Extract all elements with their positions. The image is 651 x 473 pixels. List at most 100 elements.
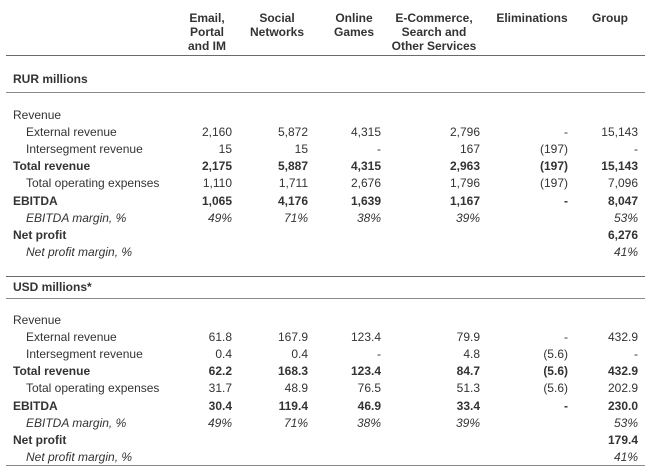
section-title-rur: RUR millions — [13, 72, 88, 86]
cell-value: 2,175 — [201, 159, 232, 174]
cell-value: - — [377, 347, 381, 362]
cell-value: 49% — [207, 210, 232, 225]
table-row: Total revenue 2,175 5,887 4,315 2,963 (197) 15… — [0, 158, 651, 175]
row-label: Revenue — [13, 313, 62, 327]
table-row: Net profit 179.4 — [0, 432, 651, 449]
cell-value: 432.9 — [607, 364, 638, 379]
cell-value: 123.4 — [350, 364, 381, 379]
cell-value: - — [564, 125, 568, 140]
cell-value: 179.4 — [607, 432, 638, 447]
table-row: EBITDA margin, % 49% 71% 38% 39% 53% — [0, 415, 651, 432]
cell-value: 41% — [613, 244, 638, 259]
cell-value: 1,167 — [449, 193, 480, 208]
cell-value: 15,143 — [601, 125, 638, 140]
cell-value: 2,963 — [449, 159, 480, 174]
row-label: EBITDA margin, % — [26, 415, 127, 430]
cell-value: 15 — [294, 142, 308, 157]
cell-value: 49% — [207, 415, 232, 430]
cell-value: 8,047 — [607, 193, 638, 208]
header-social-networks: Social Networks — [244, 11, 310, 39]
header-line: Online — [335, 11, 373, 25]
table-row: Intersegment revenue 0.4 0.4 - 4.8 (5.6) - — [0, 346, 651, 363]
cell-value: 7,096 — [607, 176, 638, 191]
table-row: EBITDA 1,065 4,176 1,639 1,167 - 8,047 — [0, 193, 651, 210]
cell-value: 167 — [459, 142, 480, 157]
cell-value: 5,872 — [277, 125, 308, 140]
table-row: Revenue — [0, 107, 651, 124]
cell-value: 31.7 — [208, 381, 232, 396]
cell-value: 84.7 — [456, 364, 480, 379]
cell-value: - — [634, 347, 638, 362]
cell-value: - — [564, 398, 568, 413]
cell-value: 39% — [455, 210, 480, 225]
row-label: EBITDA margin, % — [26, 210, 127, 225]
cell-value: - — [564, 193, 568, 208]
header-group: Group — [584, 11, 636, 25]
rule-usd-title-bottom — [6, 298, 645, 299]
cell-value: 53% — [613, 415, 638, 430]
cell-value: 71% — [283, 415, 308, 430]
row-label: Net profit — [13, 432, 67, 447]
cell-value: 0.4 — [215, 347, 232, 362]
section-title-usd: USD millions* — [13, 280, 92, 294]
row-label: External revenue — [26, 330, 117, 345]
row-label: Net profit margin, % — [26, 244, 133, 259]
cell-value: - — [634, 142, 638, 157]
cell-value: 1,639 — [350, 193, 381, 208]
header-line: Games — [333, 25, 375, 39]
table-row: Total revenue 62.2 168.3 123.4 84.7 (5.6) 432.… — [0, 363, 651, 380]
table-row: Intersegment revenue 15 15 - 167 (197) - — [0, 141, 651, 158]
row-label: Revenue — [13, 108, 62, 122]
row-label: EBITDA — [13, 398, 58, 413]
cell-value: 48.9 — [284, 381, 308, 396]
cell-value: 46.9 — [357, 398, 381, 413]
table-row: External revenue 2,160 5,872 4,315 2,796 - 15,… — [0, 124, 651, 141]
cell-value: 30.4 — [208, 398, 232, 413]
cell-value: 4,315 — [350, 125, 381, 140]
cell-value: 2,676 — [350, 176, 381, 191]
header-line: Other Services — [391, 39, 477, 53]
row-label: Total operating expenses — [26, 176, 160, 191]
cell-value: 39% — [455, 415, 480, 430]
table-row: EBITDA 30.4 119.4 46.9 33.4 - 230.0 — [0, 398, 651, 415]
cell-value: - — [377, 142, 381, 157]
cell-value: 51.3 — [456, 381, 480, 396]
header-line: Group — [592, 11, 628, 25]
header-line: and IM — [188, 39, 226, 53]
rule-table-bottom — [6, 465, 645, 466]
cell-value: 123.4 — [350, 330, 381, 345]
row-label: Total revenue — [13, 159, 91, 174]
rule-section-divider — [6, 276, 645, 277]
cell-value: 41% — [613, 449, 638, 464]
cell-value: 71% — [283, 210, 308, 225]
row-label: Total revenue — [13, 364, 91, 379]
row-label: External revenue — [26, 125, 117, 140]
row-label: EBITDA — [13, 193, 58, 208]
cell-value: 38% — [356, 415, 381, 430]
cell-value: (5.6) — [543, 381, 568, 396]
cell-value: 167.9 — [277, 330, 308, 345]
row-label: Net profit — [13, 227, 67, 242]
cell-value: 1,796 — [449, 176, 480, 191]
cell-value: (197) — [539, 176, 568, 191]
header-line: Search and — [401, 25, 467, 39]
cell-value: 119.4 — [278, 398, 308, 413]
cell-value: 6,276 — [607, 227, 638, 242]
cell-value: 79.9 — [456, 330, 480, 345]
row-label: Total operating expenses — [26, 381, 160, 396]
cell-value: 1,065 — [201, 193, 232, 208]
header-ecommerce-search: E-Commerce, Search and Other Services — [384, 11, 484, 53]
cell-value: 33.4 — [456, 398, 480, 413]
table-row: Total operating expenses 1,110 1,711 2,676 1… — [0, 175, 651, 192]
table-row: Revenue — [0, 312, 651, 329]
cell-value: 4,315 — [350, 159, 381, 174]
cell-value: 76.5 — [357, 381, 381, 396]
cell-value: 168.3 — [277, 364, 308, 379]
cell-value: 1,110 — [202, 176, 232, 191]
cell-value: (197) — [539, 142, 568, 157]
cell-value: (5.6) — [543, 347, 568, 362]
row-label: Intersegment revenue — [26, 142, 143, 157]
cell-value: 2,796 — [449, 125, 480, 140]
table-row: Net profit 6,276 — [0, 227, 651, 244]
table-row: Total operating expenses 31.7 48.9 76.5 51.3… — [0, 380, 651, 397]
